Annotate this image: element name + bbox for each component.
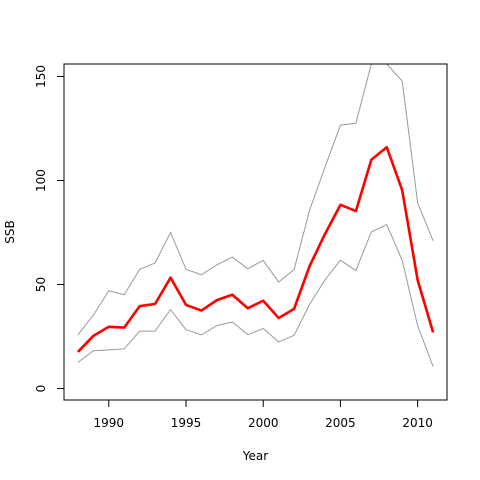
y-axis: 0 50 100 150 (34, 65, 65, 393)
y-tick-label: 100 (34, 169, 48, 192)
y-tick-label: 50 (34, 277, 48, 292)
upper-bound-line (77, 64, 434, 336)
x-tick-label: 1995 (171, 416, 202, 430)
x-tick-label: 2005 (325, 416, 356, 430)
x-axis: 1990 1995 2000 2005 2010 (94, 399, 433, 430)
x-tick-label: 2000 (248, 416, 279, 430)
series-layer (76, 64, 435, 367)
ssb-estimate-line (76, 145, 435, 353)
x-axis-label: Year (242, 449, 268, 463)
x-tick-label: 1990 (94, 416, 125, 430)
y-tick-label: 150 (34, 65, 48, 88)
lower-bound-line (77, 224, 434, 367)
x-tick-label: 2010 (402, 416, 433, 430)
y-axis-label: SSB (3, 220, 17, 243)
y-tick-label: 0 (34, 385, 48, 393)
